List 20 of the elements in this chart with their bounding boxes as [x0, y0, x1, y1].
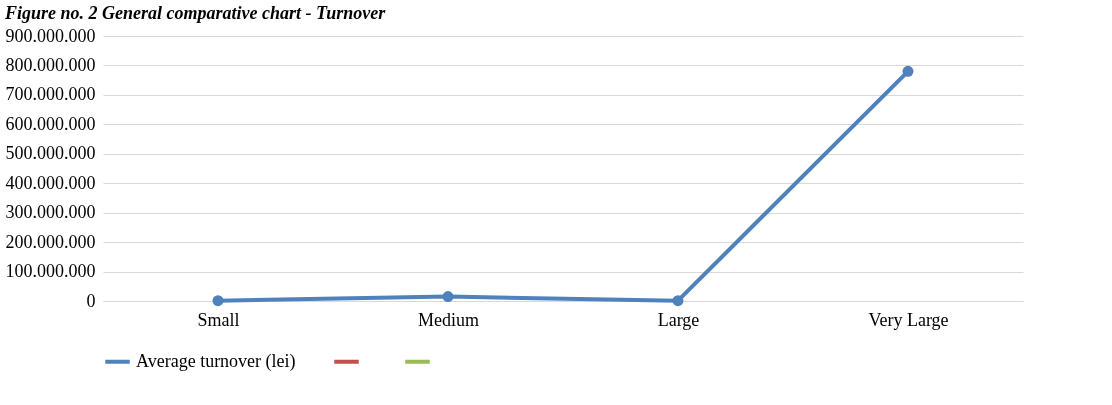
x-tick-label: Medium	[418, 309, 479, 330]
y-tick-label: 200.000.000	[5, 231, 96, 252]
chart-title: Figure no. 2 General comparative chart - Turnover	[4, 3, 387, 23]
legend-label: Average turnover (lei)	[136, 350, 296, 372]
point	[442, 291, 454, 303]
y-tick-label: 400.000.000	[5, 172, 96, 193]
y-tick-label: 300.000.000	[5, 202, 96, 223]
y-tick-label: 800.000.000	[5, 54, 96, 75]
y-tick-label: 500.000.000	[5, 143, 96, 164]
y-tick-label: 900.000.000	[5, 25, 96, 46]
x-tick-label: Large	[657, 309, 700, 330]
y-tick-label: 0	[86, 290, 96, 311]
x-tick-label: Very Large	[868, 309, 949, 330]
point	[672, 295, 684, 307]
point	[902, 65, 914, 77]
y-tick-label: 100.000.000	[5, 261, 96, 282]
y-tick-label: 700.000.000	[5, 84, 96, 105]
y-tick-label: 600.000.000	[5, 113, 96, 134]
point	[212, 295, 224, 307]
x-tick-label: Small	[197, 309, 240, 330]
